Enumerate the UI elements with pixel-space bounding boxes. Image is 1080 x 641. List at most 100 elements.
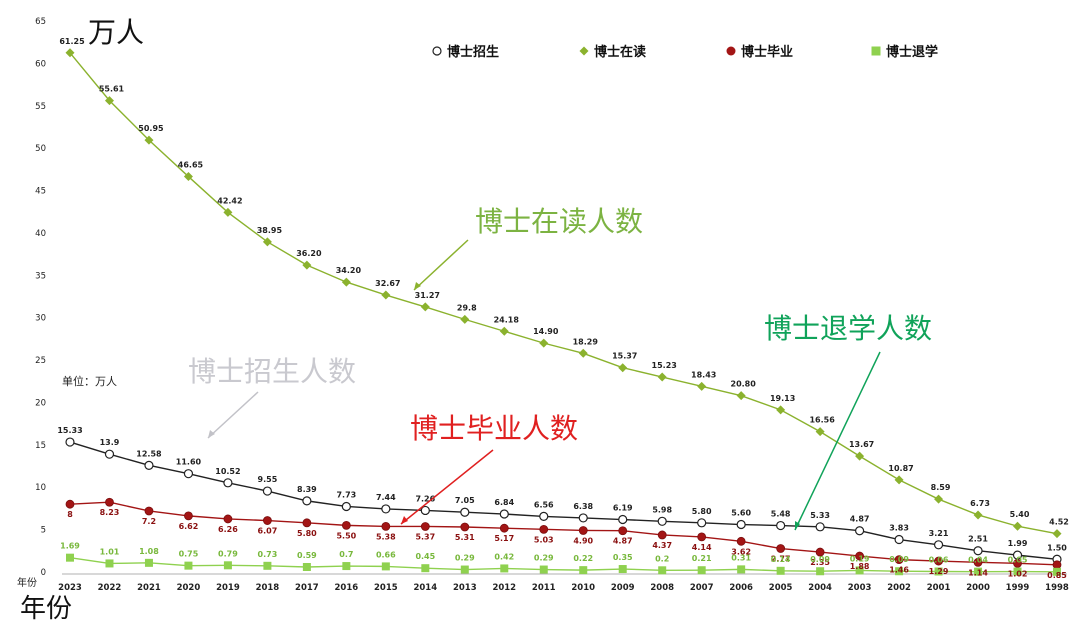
series-2-point [934,556,943,566]
series-2-point [736,536,746,546]
series-1-data-label: 46.65 [178,161,204,170]
series-0-point [854,526,865,536]
series-markers [65,48,1062,576]
series-0-point [973,546,983,556]
series-3-data-label: 0.75 [179,550,199,559]
series-2-point [776,544,786,553]
series-0-point [736,519,746,530]
series-3-point [381,562,390,571]
series-3-data-label: 0.06 [929,555,949,564]
y-tick-label: 15 [35,441,46,451]
series-0-point [894,534,904,545]
series-2-data-label: 1.46 [889,566,909,575]
data-labels: 15.33 13.9 12.58 11.60 10.52 9.55 8.39 7.73 7.44… [57,37,1069,580]
series-2-point [1013,558,1022,568]
series-0-point [578,513,588,523]
series-3-data-label: 0.14 [771,555,791,564]
series-0-data-label: 9.55 [258,475,278,484]
series-2-data-label: 6.07 [258,527,278,536]
x-tick-label: 1998 [1045,583,1069,593]
series-1-data-label: 36.20 [296,249,322,258]
series-3-data-label: 0.31 [731,553,751,562]
series-3-point [500,564,509,573]
series-1-data-label: 61.25 [59,37,85,46]
series-3-data-label: 0.2 [655,554,669,563]
annotation-dropouts-arrowhead [795,521,800,530]
series-2-data-label: 7.2 [142,517,156,526]
series-3-data-label: 0.29 [455,554,475,563]
series-2-data-label: 1.29 [929,567,949,576]
series-3-data-label: 1.08 [139,547,159,556]
legend-marker [579,46,589,56]
series-1-data-label: 24.18 [494,315,520,324]
annotation-graduates-arrowhead [401,516,408,524]
x-axis-corner-label: 年份 [17,576,37,589]
series-0-point [341,501,351,512]
y-tick-label: 0 [41,568,46,578]
series-0-point [262,486,272,496]
x-tick-label: 2021 [137,583,161,593]
series-1-point [262,237,272,247]
series-2-data-label: 5.31 [455,533,475,542]
series-1-point [973,510,983,520]
series-3-point [895,567,904,576]
series-1-point [618,363,628,373]
series-1-data-label: 32.67 [375,279,400,288]
series-0-data-label: 5.48 [771,510,791,519]
x-tick-label: 2004 [808,583,832,593]
series-0-point [460,507,470,517]
series-2-data-label: 8.23 [100,508,120,517]
series-1-point [381,290,391,300]
series-1-data-label: 34.20 [336,266,362,275]
series-3-data-label: 0.09 [810,555,830,564]
y-tick-label: 40 [35,229,46,239]
series-0-data-label: 11.60 [176,458,202,467]
series-3-data-label: 0.66 [376,550,396,559]
series-3-data-label: 0.79 [218,549,238,558]
annotation-admissions-arrow [207,391,259,439]
series-0-data-label: 6.84 [494,498,514,507]
x-tick-label: 2020 [177,583,201,593]
series-3-data-label: 1.69 [60,542,80,551]
series-1-point [499,326,509,336]
series-lines [69,52,1058,573]
annotation-enrolled-arrow [413,239,469,291]
x-tick-label: 2005 [769,583,793,593]
series-3-point [144,558,153,567]
x-tick-label: 2012 [492,583,516,593]
series-1-point [223,207,233,217]
series-2-data-label: 5.17 [494,534,514,543]
series-3-point [658,566,667,575]
series-2-point [184,511,193,521]
series-0-data-label: 3.83 [889,524,909,533]
series-2-data-label: 2.77 [771,555,791,564]
series-3-point [184,561,193,570]
x-axis-title: 年份 [20,594,72,624]
x-axis: 2023 2022 2021 2020 2019 2018 2017 2016 2015 2014… [58,573,1069,593]
series-1-point [657,372,667,382]
series-0-data-label: 12.58 [136,449,162,458]
series-1-line [69,52,1058,535]
series-1-data-label: 16.56 [809,416,835,425]
series-3-data-label: 0.19 [850,554,870,563]
series-0-data-label: 5.33 [810,511,830,520]
y-tick-label: 25 [35,356,46,366]
series-3-data-label: 0.29 [534,554,554,563]
series-1-data-label: 8.59 [931,483,951,492]
series-1-point [578,348,588,358]
x-tick-label: 2016 [335,583,359,593]
series-1-data-label: 13.67 [849,440,874,449]
series-0-data-label: 7.05 [455,496,475,505]
series-3-point [105,559,114,568]
legend-marker [726,46,736,56]
series-1-point [934,494,944,504]
series-1-data-label: 14.90 [533,327,559,336]
y-tick-label: 45 [35,187,46,197]
series-0-point [815,522,825,532]
series-2-data-label: 5.37 [415,532,435,541]
y-tick-label: 65 [35,17,46,27]
series-0-point [933,540,944,550]
series-0-point [697,518,707,528]
series-2-data-label: 4.37 [652,541,672,550]
